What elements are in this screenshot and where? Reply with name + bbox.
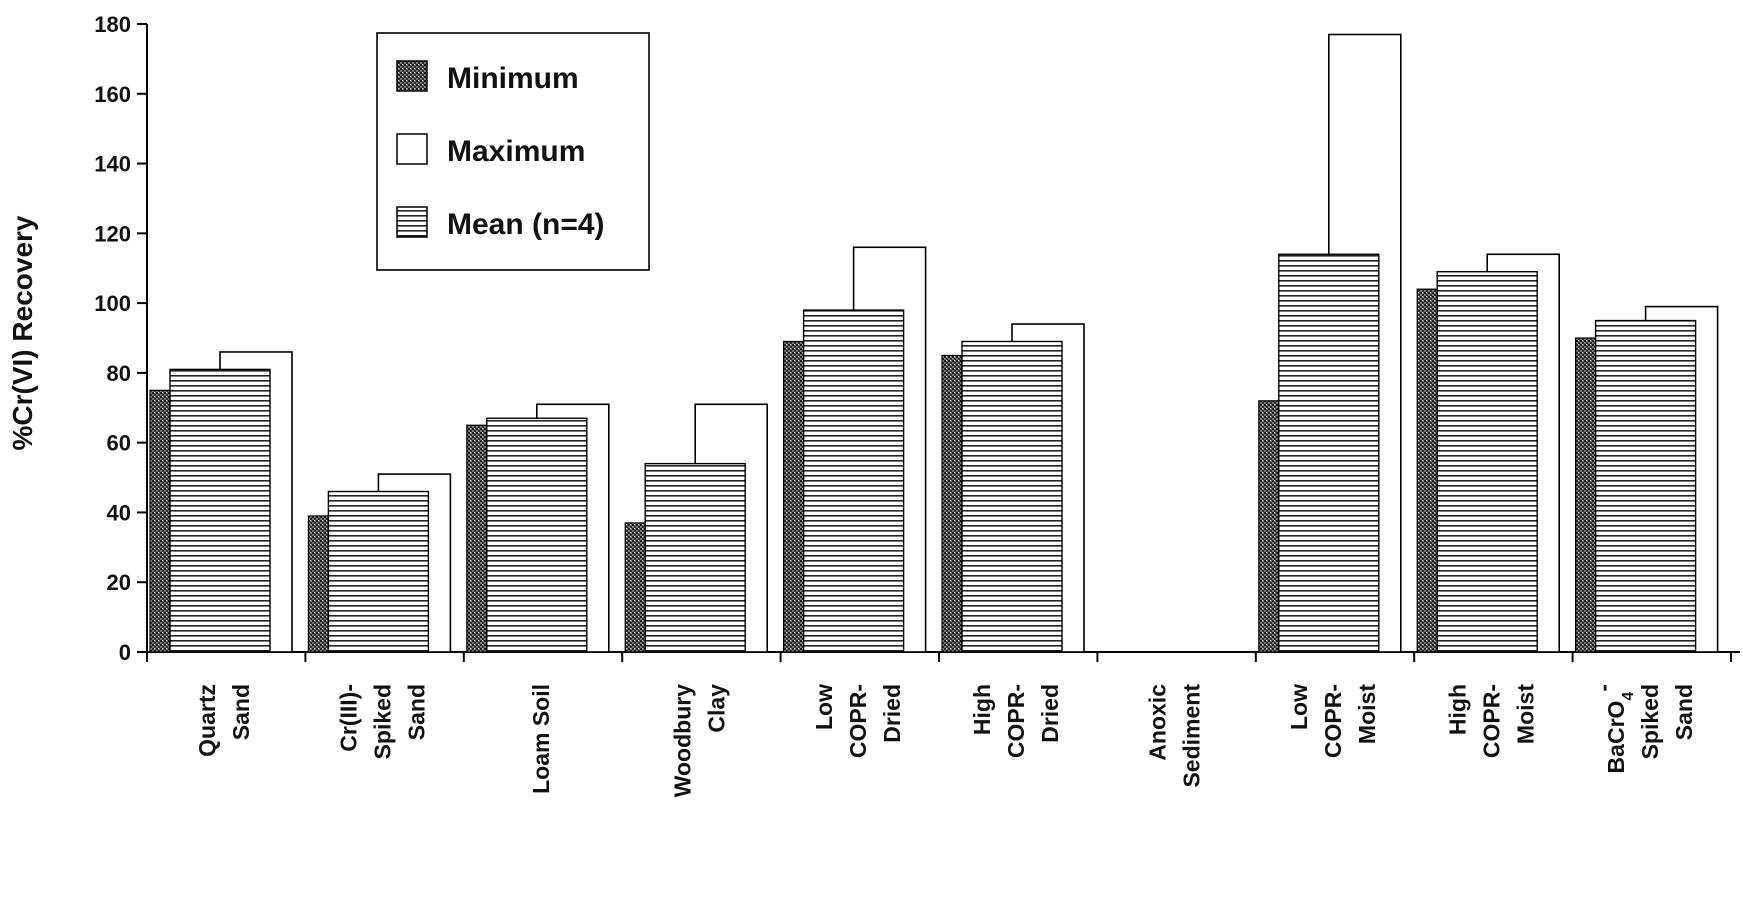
- category-label-line: COPR-: [1320, 684, 1346, 758]
- category-label: Low COPR- Moist: [1286, 684, 1380, 758]
- category-label: Low COPR- Dried: [811, 684, 905, 758]
- category-label-line: COPR-: [1003, 684, 1029, 758]
- category-label-line: Sand: [404, 684, 430, 740]
- bar-mean: [486, 417, 588, 653]
- category-label-line: Dried: [1037, 684, 1063, 743]
- bar-mean: [169, 368, 271, 653]
- category-label-line: Moist: [1512, 684, 1538, 744]
- category-label-line: Low: [1286, 684, 1312, 730]
- y-tick-label: 120: [94, 221, 131, 246]
- category-label-line: Cr(III)-: [336, 684, 362, 752]
- category-label-line: COPR-: [845, 684, 871, 758]
- category-label: Loam Soil: [528, 684, 554, 794]
- legend-label: Mean (n=4): [447, 208, 605, 241]
- legend-swatch-minimum: [396, 60, 428, 92]
- category-label: Woodbury Clay: [669, 684, 729, 797]
- category-label-line: Moist: [1354, 684, 1380, 744]
- category-label-line: Sand: [228, 684, 254, 740]
- bar-minimum: [149, 389, 171, 653]
- bar-mean: [1436, 271, 1538, 653]
- category-label-line: Spiked: [370, 684, 396, 759]
- category-label-line: Dried: [879, 684, 905, 743]
- bar-mean: [1278, 253, 1380, 653]
- bar-minimum: [941, 354, 963, 653]
- y-tick-label: 140: [94, 152, 131, 177]
- bar-minimum: [782, 340, 805, 653]
- category-label-line: BaCrO4-: [1590, 684, 1637, 773]
- bar-minimum: [466, 424, 488, 653]
- y-tick-label: 0: [119, 640, 131, 665]
- bars: [149, 33, 1719, 653]
- category-label-line: COPR-: [1478, 684, 1504, 758]
- category-label-line: Sand: [1671, 684, 1697, 740]
- bar-minimum: [1574, 337, 1597, 653]
- legend-swatch-mean: [396, 206, 428, 238]
- bar-mean: [802, 309, 905, 653]
- y-tick-label: 100: [94, 291, 131, 316]
- legend-label: Maximum: [447, 135, 585, 168]
- y-axis: 0 20 40 60 80 100 120 140 160 180: [94, 12, 148, 665]
- y-tick-label: 80: [107, 361, 131, 386]
- category-label: Anoxic Sediment: [1145, 684, 1205, 788]
- category-label: BaCrO4- Spiked Sand: [1590, 684, 1697, 773]
- y-tick-label: 40: [107, 500, 131, 525]
- bar-minimum: [307, 515, 329, 653]
- y-tick-label: 60: [107, 431, 131, 456]
- bar-minimum: [1416, 288, 1438, 653]
- y-axis-title: %Cr(VI) Recovery: [7, 215, 38, 450]
- category-label: High COPR- Dried: [969, 684, 1063, 758]
- category-label-line: High: [969, 684, 995, 735]
- category-labels: Quartz Sand Cr(III)- Spiked Sand Loam Soil Woo…: [194, 684, 1697, 798]
- category-label-line: Quartz: [194, 684, 220, 757]
- legend: Minimum Maximum Mean (n=4): [376, 32, 650, 271]
- category-label: High COPR- Moist: [1444, 684, 1538, 758]
- y-tick-label: 180: [94, 12, 131, 37]
- category-label-line: Anoxic: [1145, 684, 1171, 761]
- category-label-line: Low: [811, 684, 837, 730]
- bar-mean: [1594, 319, 1697, 653]
- category-label-line: Loam Soil: [528, 684, 554, 794]
- bar-mean: [961, 340, 1063, 653]
- category-label: Quartz Sand: [194, 684, 254, 757]
- category-label-line: High: [1444, 684, 1470, 735]
- y-tick-label: 20: [107, 570, 131, 595]
- category-label-line: Woodbury: [669, 684, 695, 797]
- legend-swatch-maximum: [396, 133, 428, 165]
- legend-label: Minimum: [447, 62, 579, 95]
- x-axis: [146, 651, 1740, 662]
- bar-minimum: [624, 522, 646, 653]
- y-tick-label: 160: [94, 82, 131, 107]
- bar-mean: [327, 490, 430, 653]
- bar-mean: [644, 462, 746, 653]
- category-label-line: Clay: [703, 684, 729, 733]
- category-label-line: Sediment: [1179, 684, 1205, 788]
- bar-minimum: [1258, 400, 1280, 653]
- category-label-line: Spiked: [1637, 684, 1663, 759]
- category-label: Cr(III)- Spiked Sand: [336, 684, 430, 759]
